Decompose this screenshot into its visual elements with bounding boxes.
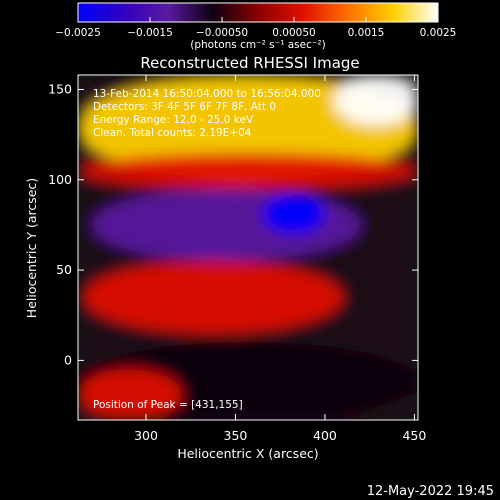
heatmap-region — [78, 75, 418, 180]
y-tick-label: 150 — [48, 81, 72, 96]
plot-frame — [77, 74, 419, 421]
annotation-line: 13-Feb-2014 16:50:04.000 to 16:56:04.000 — [93, 88, 321, 100]
colorbar-unit-label: (photons cm⁻² s⁻¹ asec⁻²) — [190, 39, 325, 51]
colorbar-gradient — [77, 2, 439, 23]
heatmap-region — [83, 261, 343, 334]
x-tick-label: 450 — [402, 428, 426, 443]
annotation-line: Clean. Total counts: 2.19E+04 — [93, 127, 252, 139]
y-tick-label: 0 — [64, 352, 72, 367]
colorbar-tick-label: 0.00050 — [272, 27, 315, 39]
colorbar-tick-label: −0.0015 — [127, 27, 173, 39]
x-tick-label: 300 — [134, 428, 158, 443]
heatmap-region — [78, 152, 418, 189]
colorbar: −0.0025 −0.0015 −0.00050 0.00050 0.0015 0.002… — [55, 2, 456, 51]
y-tick-label: 100 — [48, 172, 72, 187]
heatmap-image — [78, 75, 418, 420]
y-tick-label: 50 — [56, 262, 72, 277]
plot-area — [77, 74, 419, 421]
annotation-block: 13-Feb-2014 16:50:04.000 to 16:56:04.000… — [93, 88, 321, 139]
heatmap-region — [92, 188, 361, 262]
heatmap-region — [262, 194, 325, 234]
colorbar-tick-label: 0.0015 — [348, 27, 385, 39]
colorbar-tick-label: −0.0025 — [55, 27, 101, 39]
y-axis-ticks: 0 50 100 150 — [48, 81, 418, 367]
heatmap-region — [78, 369, 182, 420]
colorbar-ticks: −0.0025 −0.0015 −0.00050 0.00050 0.0015 0.002… — [55, 17, 456, 39]
annotation-line: Detectors: 3F 4F 5F 6F 7F 8F, Att 0 — [93, 101, 276, 113]
x-tick-label: 400 — [313, 428, 337, 443]
peak-position-label: Position of Peak = [431,155] — [93, 399, 243, 411]
heatmap-region — [333, 75, 418, 126]
x-tick-label: 350 — [224, 428, 248, 443]
x-axis-label: Heliocentric X (arcsec) — [177, 446, 318, 461]
annotation-line: Energy Range: 12.0 - 25.0 keV — [93, 114, 254, 126]
x-axis-ticks: 300 350 400 450 — [134, 75, 426, 443]
colorbar-tick-label: 0.0025 — [420, 27, 457, 39]
y-axis-label: Heliocentric Y (arcsec) — [24, 178, 39, 318]
colorbar-tick-label: −0.00050 — [196, 27, 248, 39]
footer-timestamp: 12-May-2022 19:45 — [367, 484, 494, 499]
chart-title: Reconstructed RHESSI Image — [140, 54, 359, 72]
